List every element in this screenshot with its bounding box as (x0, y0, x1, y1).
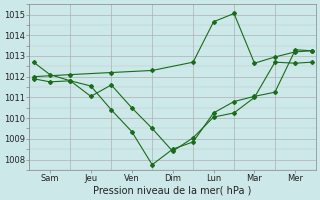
X-axis label: Pression niveau de la mer( hPa ): Pression niveau de la mer( hPa ) (93, 186, 252, 196)
